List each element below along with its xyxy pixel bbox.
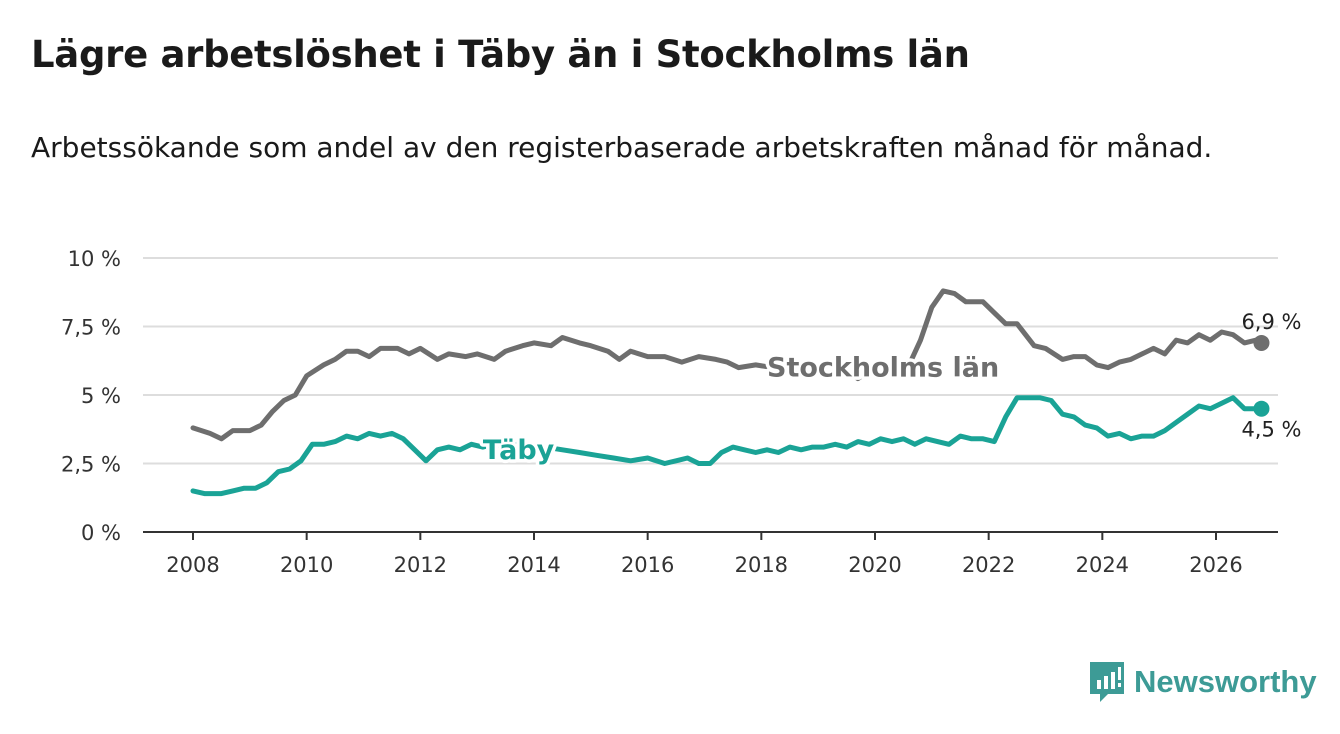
series-line-t-by — [190, 395, 1264, 497]
chart-subtitle: Arbetssökande som andel av den registerb… — [31, 131, 1213, 164]
brand-name: Newsworthy — [1134, 664, 1317, 699]
end-value-label-taby: 4,5 % — [1241, 418, 1301, 442]
series-labels: Stockholms län Täby 6,9 % 4,5 % — [479, 310, 1301, 469]
y-axis-ticks: 0 % 2,5 % 5 % 7,5 % 10 % — [61, 247, 121, 545]
y-tick-label: 10 % — [68, 247, 121, 271]
series-end-dot-stockholms-l-n — [1253, 334, 1270, 351]
newsworthy-brand[interactable]: Newsworthy — [1088, 660, 1317, 704]
x-tick-label: 2016 — [621, 553, 674, 577]
x-axis-ticks: 2008 2010 2012 2014 2016 2018 2020 2022 2024 2026 — [143, 531, 1278, 577]
y-tick-label: 5 % — [81, 384, 121, 408]
series-lines — [190, 288, 1270, 497]
x-tick-label: 2020 — [848, 553, 901, 577]
x-tick-label: 2010 — [280, 553, 333, 577]
x-tick-label: 2018 — [735, 553, 788, 577]
y-tick-label: 7,5 % — [61, 316, 121, 340]
x-tick-label: 2008 — [166, 553, 219, 577]
x-tick-label: 2012 — [394, 553, 447, 577]
x-tick-label: 2022 — [962, 553, 1015, 577]
x-tick-label: 2026 — [1189, 553, 1242, 577]
x-tick-label: 2014 — [507, 553, 560, 577]
chart-title: Lägre arbetslöshet i Täby än i Stockholm… — [31, 33, 970, 76]
series-line-stockholms-l-n — [190, 288, 1264, 442]
x-tick-label: 2024 — [1076, 553, 1129, 577]
end-value-label-stockholms-lan: 6,9 % — [1241, 310, 1301, 334]
y-tick-label: 2,5 % — [61, 453, 121, 477]
y-tick-label: 0 % — [81, 521, 121, 545]
series-label-t-by: Täby — [483, 435, 555, 466]
newsworthy-logo-icon — [1090, 662, 1124, 702]
series-label-stockholms-l-n: Stockholms län — [767, 353, 999, 384]
series-end-dot-t-by — [1253, 400, 1270, 417]
